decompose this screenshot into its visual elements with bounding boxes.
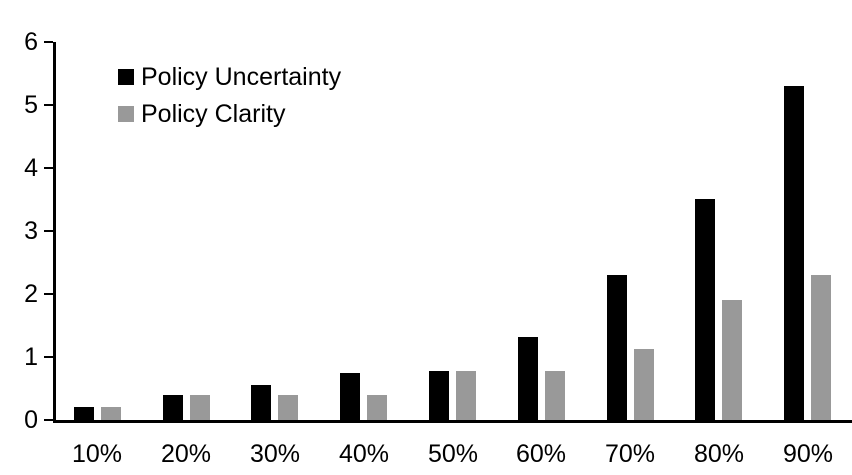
x-axis-tick-label: 60%	[515, 440, 567, 468]
bar-policy-clarity	[367, 395, 387, 420]
y-axis-tick	[44, 293, 53, 295]
legend-item-policy-uncertainty: Policy Uncertainty	[118, 62, 341, 92]
x-axis-tick-label: 80%	[693, 440, 745, 468]
bar-policy-clarity	[190, 395, 210, 420]
legend-label-policy-clarity: Policy Clarity	[141, 99, 286, 128]
y-axis-tick	[44, 419, 53, 421]
y-axis-tick	[44, 230, 53, 232]
legend: Policy Uncertainty Policy Clarity	[118, 62, 341, 129]
legend-swatch-policy-clarity	[118, 106, 134, 122]
x-axis-tick-label: 10%	[71, 440, 123, 468]
bar-policy-clarity	[634, 349, 654, 420]
bar-policy-uncertainty	[518, 337, 538, 420]
x-axis-tick-label: 40%	[338, 440, 390, 468]
y-axis-tick-label: 1	[24, 343, 38, 371]
legend-label-policy-uncertainty: Policy Uncertainty	[141, 62, 342, 91]
y-axis-tick-label: 4	[24, 154, 38, 182]
legend-swatch-policy-uncertainty	[118, 69, 134, 85]
y-axis-tick-label: 0	[24, 406, 38, 434]
bar-policy-clarity	[722, 300, 742, 420]
bar-policy-uncertainty	[429, 371, 449, 420]
legend-item-policy-clarity: Policy Clarity	[118, 99, 341, 129]
bar-policy-uncertainty	[784, 86, 804, 420]
y-axis-line	[53, 42, 56, 423]
bar-policy-uncertainty	[607, 275, 627, 420]
bar-policy-clarity	[456, 371, 476, 420]
x-axis-tick-label: 20%	[160, 440, 212, 468]
bar-policy-uncertainty	[74, 407, 94, 420]
x-axis-tick-label: 50%	[427, 440, 479, 468]
y-axis-tick-label: 2	[24, 280, 38, 308]
x-axis-tick-label: 30%	[249, 440, 301, 468]
bar-policy-clarity	[811, 275, 831, 420]
bar-policy-uncertainty	[340, 373, 360, 420]
x-axis-tick-label: 70%	[604, 440, 656, 468]
bar-policy-clarity	[278, 395, 298, 420]
y-axis-tick-label: 3	[24, 217, 38, 245]
x-axis-tick-label: 90%	[782, 440, 834, 468]
y-axis-tick	[44, 356, 53, 358]
bar-policy-uncertainty	[251, 385, 271, 420]
y-axis-tick	[44, 41, 53, 43]
y-axis-tick-label: 6	[24, 28, 38, 56]
bar-policy-clarity	[545, 371, 565, 420]
bar-policy-clarity	[101, 407, 121, 420]
y-axis-tick-label: 5	[24, 91, 38, 119]
x-axis-line	[53, 420, 852, 423]
bar-policy-uncertainty	[695, 199, 715, 420]
y-axis-tick	[44, 104, 53, 106]
y-axis-tick	[44, 167, 53, 169]
bar-policy-uncertainty	[163, 395, 183, 420]
